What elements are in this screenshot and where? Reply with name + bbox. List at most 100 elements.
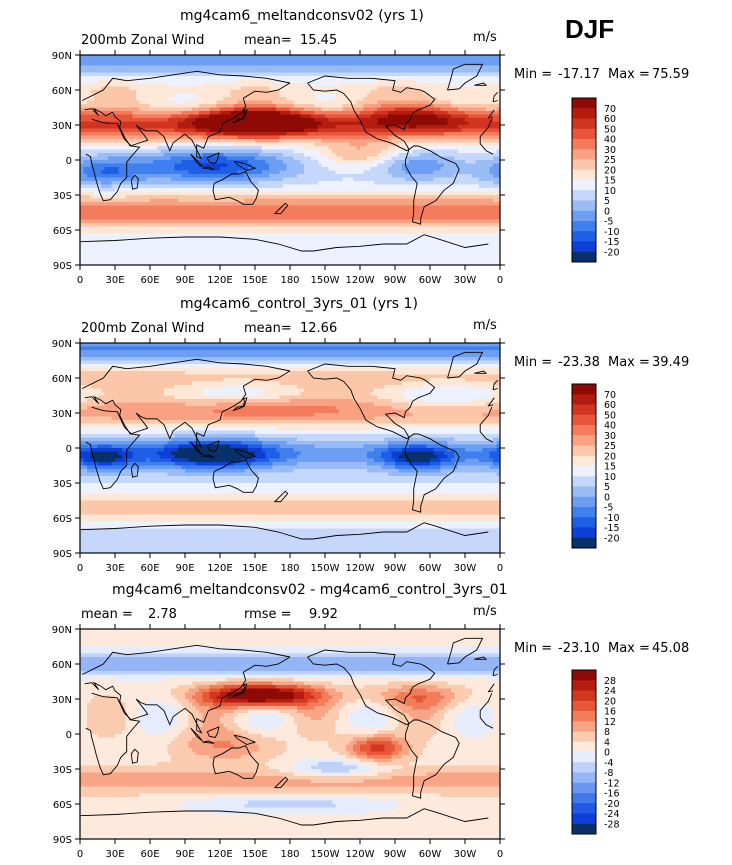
field-cell [276,170,281,175]
field-cell [209,149,214,154]
field-cell [465,114,470,119]
field-cell [332,90,337,95]
field-cell [398,191,403,196]
field-cell [335,62,340,67]
field-cell [458,132,463,137]
field-cell [339,58,344,63]
field-cell [146,195,151,200]
field-cell [265,72,270,77]
field-cell [132,76,137,81]
field-cell [297,90,302,95]
field-cell [223,139,228,144]
field-cell [220,93,225,98]
field-cell [391,188,396,193]
field-cell [251,65,256,70]
field-cell [300,156,305,161]
field-cell [279,104,284,109]
field-cell [321,163,326,168]
field-cell [216,100,221,105]
field-cell [251,93,256,98]
field-cell [209,121,214,126]
field-cell [468,86,473,91]
field-cell [269,72,274,77]
field-cell [111,177,116,182]
field-cell [433,97,438,102]
field-cell [363,135,368,140]
field-cell [339,153,344,158]
field-cell [486,121,491,126]
field-cell [346,55,351,60]
field-cell [241,146,246,151]
field-cell [486,111,491,116]
field-cell [150,97,155,102]
field-cell [444,160,449,165]
field-cell [475,128,480,133]
field-cell [171,100,176,105]
field-cell [104,118,109,123]
field-cell [402,79,407,84]
field-cell [409,156,414,161]
field-cell [321,100,326,105]
field-cell [307,104,312,109]
field-cell [346,128,351,133]
field-cell [328,69,333,74]
field-cell [139,72,144,77]
field-cell [458,128,463,133]
field-cell [171,62,176,67]
field-cell [405,111,410,116]
field-cell [318,83,323,88]
field-cell [143,65,148,70]
field-cell [248,188,253,193]
field-cell [402,174,407,179]
field-cell [157,132,162,137]
field-cell [451,100,456,105]
field-cell [265,128,270,133]
field-cell [115,62,120,67]
field-cell [118,163,123,168]
field-cell [216,177,221,182]
field-cell [153,170,158,175]
field-cell [370,160,375,165]
field-cell [395,191,400,196]
field-cell [412,142,417,147]
field-cell [157,198,162,203]
field-cell [262,156,267,161]
field-cell [440,142,445,147]
field-cell [276,195,281,200]
field-cell [132,100,137,105]
field-cell [178,114,183,119]
field-cell [188,146,193,151]
field-cell [444,135,449,140]
field-cell [412,170,417,175]
field-cell [174,177,179,182]
field-cell [437,146,442,151]
field-cell [349,195,354,200]
field-cell [115,132,120,137]
field-cell [297,139,302,144]
field-cell [220,62,225,67]
field-cell [437,118,442,123]
field-cell [433,139,438,144]
field-cell [104,55,109,60]
field-cell [468,174,473,179]
field-cell [174,114,179,119]
field-cell [104,125,109,130]
field-cell [286,153,291,158]
field-cell [489,177,494,182]
field-cell [199,121,204,126]
field-cell [129,167,134,172]
field-cell [118,69,123,74]
field-cell [454,121,459,126]
field-cell [353,170,358,175]
field-cell [195,181,200,186]
field-cell [423,156,428,161]
field-cell [146,100,151,105]
field-cell [353,184,358,189]
field-cell [370,163,375,168]
field-cell [237,76,242,81]
field-cell [258,65,263,70]
field-cell [132,72,137,77]
field-cell [482,170,487,175]
field-cell [475,139,480,144]
field-cell [447,83,452,88]
